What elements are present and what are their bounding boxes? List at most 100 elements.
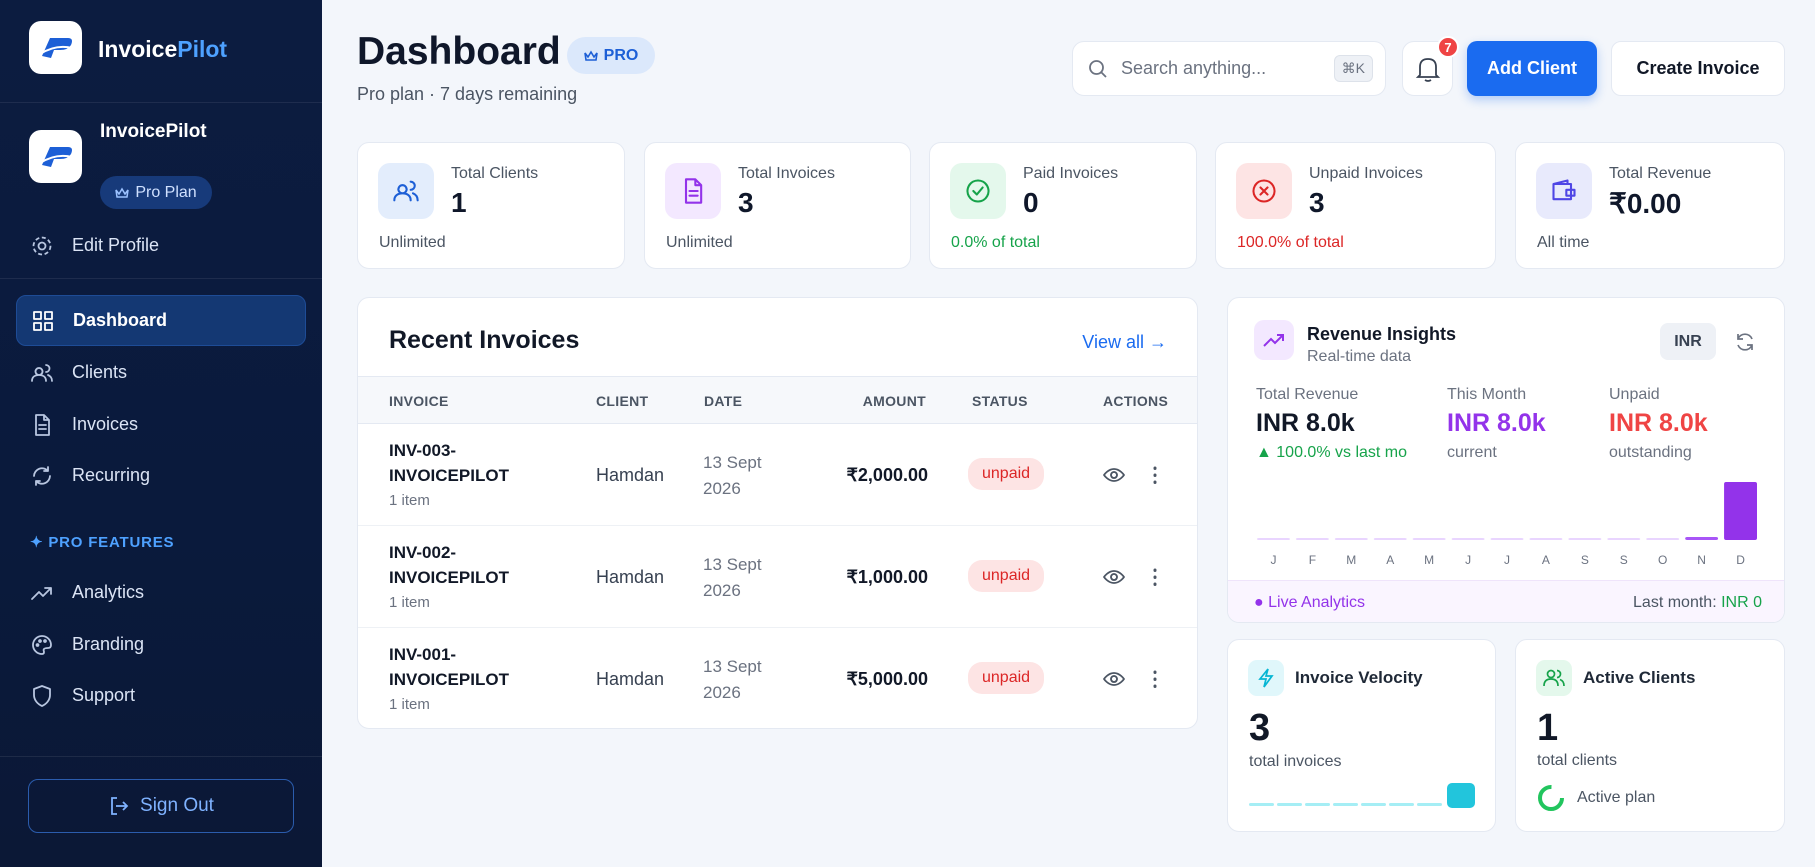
- metric-value: INR 8.0k: [1609, 409, 1708, 437]
- metric-note: ▲ 100.0% vs last mo: [1256, 444, 1408, 461]
- more-action[interactable]: [1143, 667, 1167, 696]
- page-subtitle: Pro plan · 7 days remaining: [357, 84, 578, 104]
- notifications-button[interactable]: [1402, 41, 1453, 96]
- invoice-items: 1 item: [389, 696, 430, 713]
- icon: [1153, 466, 1157, 484]
- sign-out-label: Sign Out: [140, 795, 214, 816]
- view-action[interactable]: [1102, 667, 1126, 696]
- nav-item[interactable]: Dashboard: [16, 295, 306, 346]
- invoice-items: 1 item: [389, 492, 430, 509]
- search-box[interactable]: Search anything... ⌘K: [1072, 41, 1386, 96]
- stat-value: 1: [451, 187, 467, 218]
- plan-badge: Pro Plan: [100, 176, 212, 209]
- view-all-link[interactable]: View all →: [1082, 332, 1167, 352]
- stat-note: Unlimited: [666, 234, 733, 251]
- currency-toggle[interactable]: INR: [1660, 323, 1716, 360]
- invoice-row: INV-001-INVOICEPILOT 1 item Hamdan 13 Sept …: [358, 628, 1197, 728]
- revenue-bar: [1373, 538, 1407, 540]
- invoice-id: INV-002-INVOICEPILOT: [389, 543, 509, 587]
- month-label: S: [1581, 553, 1589, 567]
- column-header: CLIENT: [596, 393, 649, 409]
- revenue-bar: [1490, 538, 1524, 540]
- more-action[interactable]: [1143, 565, 1167, 594]
- invoice-date: 13 Sept 2026: [703, 453, 762, 498]
- notification-count: 7: [1437, 36, 1459, 58]
- icon: [1103, 570, 1125, 584]
- status-badge: unpaid: [968, 458, 1045, 490]
- edit-profile-link[interactable]: Edit Profile: [16, 220, 306, 271]
- stat-note: All time: [1537, 234, 1590, 251]
- stat-label: Paid Invoices: [1023, 165, 1119, 182]
- revenue-bar: [1295, 538, 1329, 540]
- status-badge: unpaid: [968, 662, 1045, 694]
- active-clients-title: Active Clients: [1583, 668, 1696, 687]
- stat-value: 3: [1309, 187, 1325, 218]
- nav-item[interactable]: Clients: [16, 347, 306, 398]
- stat-label: Total Invoices: [738, 165, 835, 182]
- refresh-button[interactable]: [1734, 331, 1756, 353]
- icon: [393, 180, 419, 202]
- month-label: M: [1424, 553, 1434, 567]
- month-label: M: [1346, 553, 1356, 567]
- nav-label: Analytics: [72, 582, 145, 602]
- last-month: Last month: INR 0: [1633, 594, 1762, 612]
- insights-title: Revenue Insights: [1307, 324, 1457, 344]
- nav-item[interactable]: Support: [16, 670, 306, 721]
- revenue-bar: [1451, 538, 1485, 540]
- invoice-id: INV-003-INVOICEPILOT: [389, 441, 509, 485]
- invoice-velocity-card: Invoice Velocity 3 total invoices: [1227, 639, 1496, 832]
- icon: [33, 465, 51, 486]
- view-action[interactable]: [1102, 565, 1126, 594]
- live-label: Live Analytics: [1268, 594, 1366, 611]
- month-label: O: [1658, 553, 1667, 567]
- plan-name: Pro Plan: [135, 183, 197, 201]
- icon: [32, 634, 52, 655]
- active-clients-value: 1: [1537, 707, 1559, 749]
- section-label-text: PRO FEATURES: [48, 534, 175, 551]
- nav-item[interactable]: Recurring: [16, 450, 306, 501]
- metric-value: INR 8.0k: [1447, 409, 1546, 437]
- stat-value: 0: [1023, 187, 1039, 218]
- icon: [1552, 179, 1576, 201]
- column-header: AMOUNT: [862, 393, 926, 409]
- month-label: F: [1309, 553, 1316, 567]
- nav-item[interactable]: Invoices: [16, 399, 306, 450]
- stat-value: ₹0.00: [1609, 188, 1682, 219]
- more-action[interactable]: [1143, 463, 1167, 492]
- stat-note: 0.0% of total: [951, 234, 1040, 251]
- recent-invoices-card: Recent Invoices View all → INVOICE CLIENT…: [357, 297, 1198, 729]
- sign-out-button[interactable]: Sign Out: [28, 779, 294, 833]
- month-label: S: [1620, 553, 1628, 567]
- stat-note: 100.0% of total: [1237, 234, 1344, 251]
- velocity-value: 3: [1249, 707, 1271, 749]
- stat-card: Paid Invoices 0 0.0% of total: [929, 142, 1197, 269]
- nav-item[interactable]: Analytics: [16, 567, 306, 618]
- month-label: A: [1386, 553, 1394, 567]
- stat-card: Unpaid Invoices 3 100.0% of total: [1215, 142, 1496, 269]
- status-badge: unpaid: [968, 560, 1045, 592]
- invoice-items: 1 item: [389, 594, 430, 611]
- nav-label: Support: [72, 685, 136, 705]
- stat-value: 3: [738, 187, 754, 218]
- view-action[interactable]: [1102, 463, 1126, 492]
- stat-icon: [1536, 163, 1592, 219]
- invoice-amount: ₹1,000.00: [846, 567, 928, 587]
- revenue-bar: [1412, 538, 1446, 540]
- stat-icon: [950, 163, 1006, 219]
- nav-label: Clients: [72, 362, 128, 382]
- clients-icon: [1536, 660, 1572, 696]
- stat-label: Total Revenue: [1609, 165, 1712, 182]
- revenue-bar: [1334, 538, 1368, 540]
- create-invoice-button[interactable]: Create Invoice: [1611, 41, 1785, 96]
- column-header: STATUS: [972, 393, 1028, 409]
- nav-item[interactable]: Branding: [16, 619, 306, 670]
- profile-name: InvoicePilot: [100, 121, 207, 142]
- active-ring: [1538, 785, 1564, 811]
- shortcut-hint: ⌘K: [1333, 55, 1373, 82]
- icon: [684, 178, 703, 204]
- metric-value: INR 8.0k: [1256, 409, 1355, 437]
- add-client-button[interactable]: Add Client: [1467, 41, 1597, 96]
- active-clients-card: Active Clients 1 total clients Active pl…: [1515, 639, 1785, 832]
